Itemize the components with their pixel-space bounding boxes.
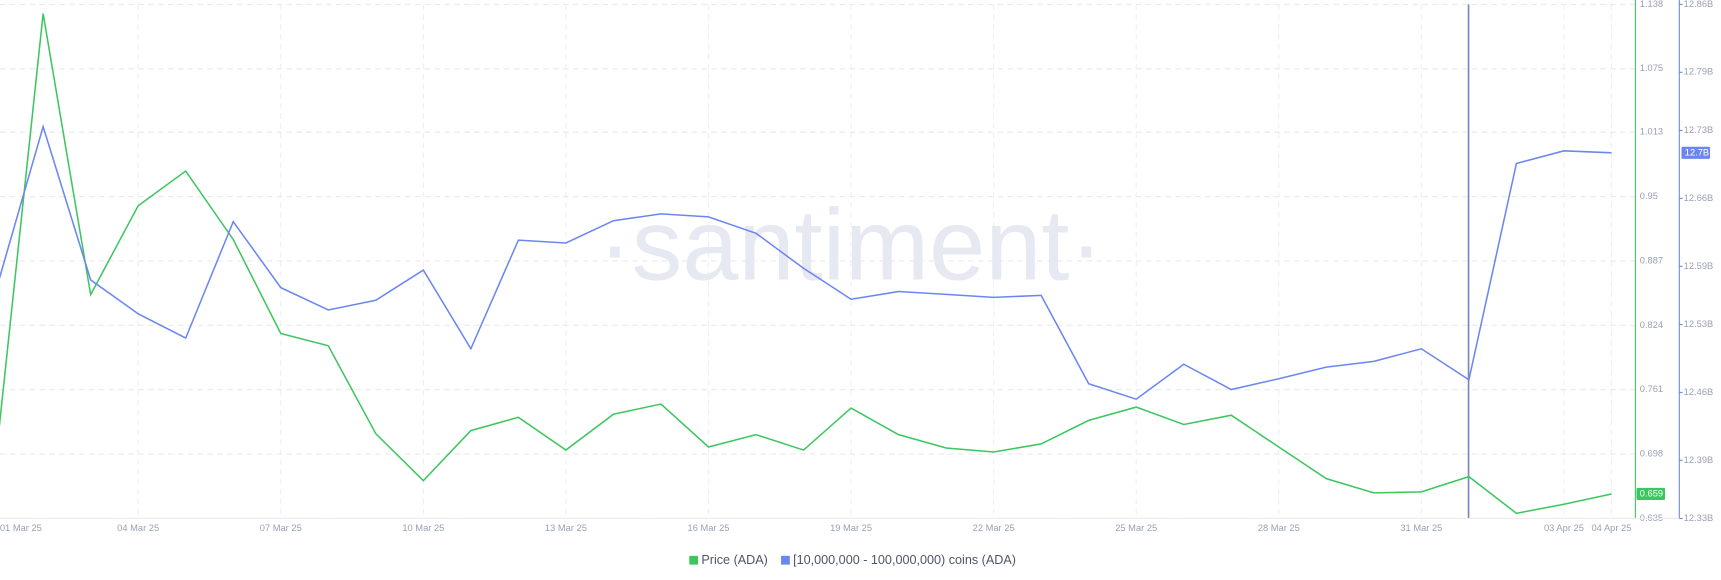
x-tick-label: 04 Apr 25 — [1592, 523, 1632, 533]
grid — [0, 3, 1636, 520]
value-label: 0.659 — [1640, 488, 1663, 498]
plot — [0, 13, 1612, 515]
series-line — [0, 13, 1612, 515]
x-tick-label: 19 Mar 25 — [830, 523, 872, 533]
x-tick-label: 10 Mar 25 — [402, 523, 444, 533]
series-line — [0, 123, 1612, 401]
legend-swatch — [689, 555, 699, 565]
x-tick-label: 03 Apr 25 — [1544, 523, 1584, 533]
value-badge — [1636, 487, 1666, 500]
y2-tick-label: 12.33B — [1684, 513, 1714, 523]
y2-tick-label: 12.66B — [1684, 193, 1714, 203]
x-tick-label: 13 Mar 25 — [545, 523, 587, 533]
y2-tick-label: 12.53B — [1684, 319, 1714, 329]
y2-tick-label: 12.79B — [1684, 67, 1714, 77]
y2-tick-label: 12.46B — [1684, 387, 1714, 397]
value-badge — [1681, 146, 1711, 159]
x-tick-label: 07 Mar 25 — [260, 523, 302, 533]
y-tick-label: 1.075 — [1640, 63, 1663, 73]
y2-tick-label: 12.86B — [1684, 0, 1714, 9]
legend-label: [10,000,000 - 100,000,000) coins (ADA) — [793, 553, 1016, 567]
legend-label: Price (ADA) — [701, 553, 768, 567]
legend-swatch — [781, 555, 790, 565]
y2-tick-label: 12.39B — [1684, 455, 1714, 465]
watermark: ·santiment· — [598, 189, 1103, 301]
x-tick-label: 28 Mar 25 — [1258, 523, 1300, 533]
y-tick-label: 0.698 — [1640, 449, 1663, 459]
x-tick-label: 25 Mar 25 — [1115, 523, 1157, 533]
x-tick-label: 22 Mar 25 — [973, 523, 1015, 533]
y2-tick-label: 12.73B — [1684, 125, 1714, 135]
x-tick-label: 31 Mar 25 — [1400, 523, 1442, 533]
value-label: 12.7B — [1685, 147, 1709, 157]
legend: Price (ADA) [10,000,000 - 100,000,000) co… — [689, 553, 1016, 567]
y-tick-label: 0.95 — [1640, 191, 1658, 201]
y-tick-label: 0.887 — [1640, 255, 1663, 265]
y-tick-label: 1.013 — [1640, 127, 1663, 137]
x-tick-label: 16 Mar 25 — [687, 523, 729, 533]
y-tick-label: 1.138 — [1640, 0, 1663, 9]
x-tick-label: 01 Mar 25 — [0, 523, 42, 533]
y-tick-label: 0.824 — [1640, 320, 1663, 330]
y2-tick-label: 12.59B — [1684, 261, 1714, 271]
y-tick-label: 0.761 — [1640, 384, 1663, 394]
axes: 1.138 1.075 1.013 0.95 0.887 0.824 0.761 0.698 0… — [0, 0, 1713, 533]
x-tick-label: 04 Mar 25 — [117, 523, 159, 533]
